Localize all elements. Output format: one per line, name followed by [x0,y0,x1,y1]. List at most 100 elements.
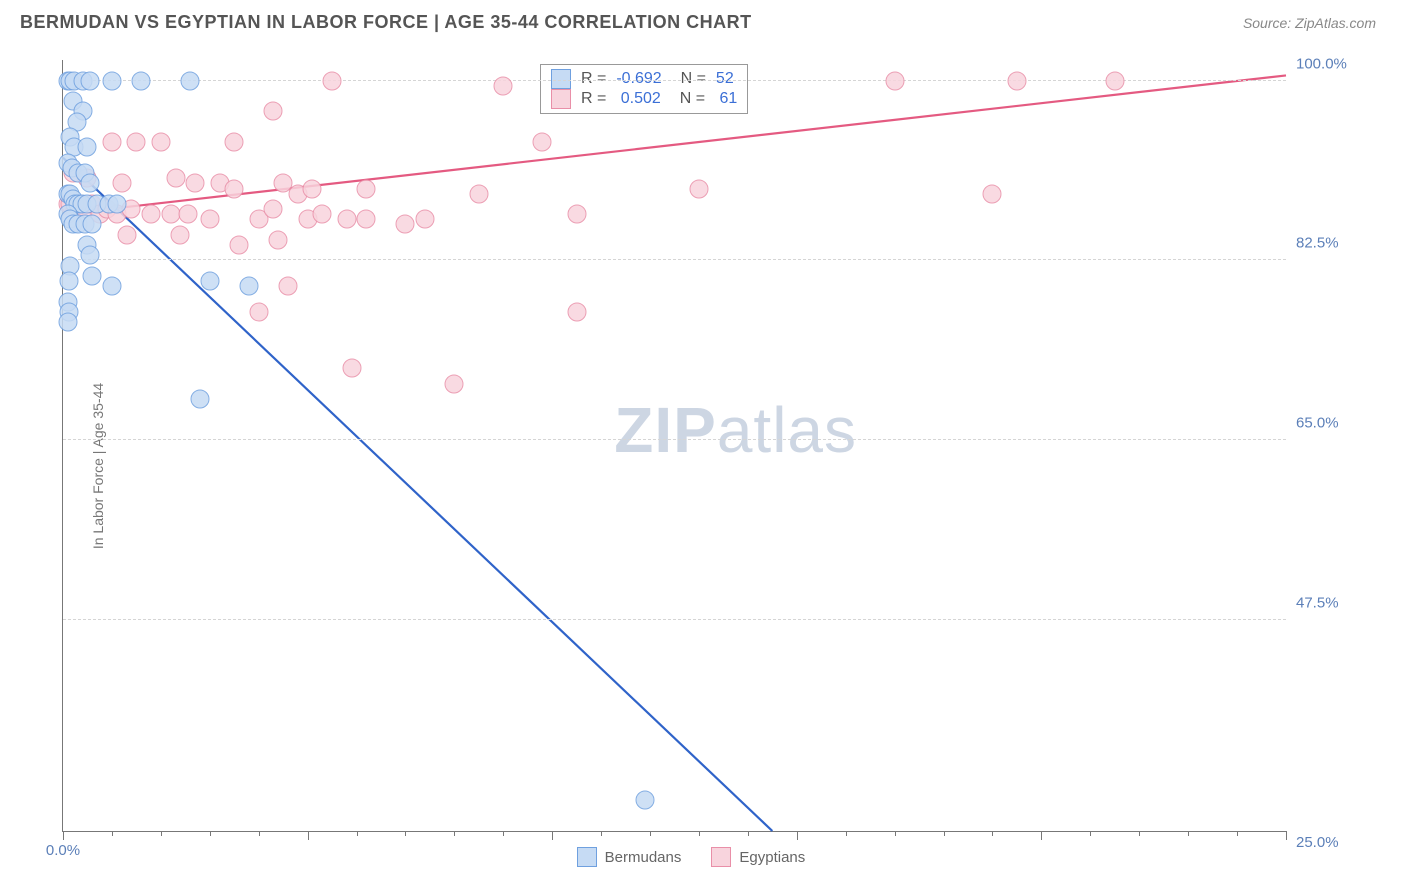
y-tick-label: 47.5% [1296,595,1366,612]
r-value-b: 0.502 [616,90,661,108]
y-tick-label: 65.0% [1296,415,1366,432]
x-tick [650,831,651,836]
watermark: ZIPatlas [614,393,857,467]
n-label: N = [671,90,705,108]
data-point-egyptians [171,225,190,244]
data-point-egyptians [279,277,298,296]
data-point-egyptians [533,133,552,152]
data-point-egyptians [1007,71,1026,90]
correlation-row-b: R = 0.502 N = 61 [551,89,737,109]
x-tick [454,831,455,836]
data-point-egyptians [249,302,268,321]
x-tick [112,831,113,836]
data-point-egyptians [337,210,356,229]
data-point-bermudans [190,390,209,409]
x-tick [1286,831,1287,840]
x-tick [846,831,847,836]
x-tick [992,831,993,836]
gridline-h [63,619,1286,620]
data-point-egyptians [151,133,170,152]
data-point-bermudans [58,313,77,332]
gridline-h [63,259,1286,260]
x-tick [161,831,162,836]
gridline-h [63,439,1286,440]
data-point-bermudans [102,277,121,296]
data-point-egyptians [112,174,131,193]
data-point-egyptians [1105,71,1124,90]
legend-label-egyptians: Egyptians [739,849,805,866]
x-tick [895,831,896,836]
x-tick [210,831,211,836]
data-point-bermudans [102,71,121,90]
data-point-bermudans [200,272,219,291]
data-point-egyptians [983,184,1002,203]
data-point-bermudans [80,246,99,265]
data-point-egyptians [357,210,376,229]
data-point-bermudans [636,791,655,810]
x-tick [1041,831,1042,840]
x-tick [308,831,309,840]
data-point-egyptians [178,205,197,224]
x-tick [552,831,553,840]
x-tick-label: 0.0% [46,842,80,859]
plot-area: ZIPatlas R = -0.692 N = 52 R = 0.502 N =… [62,60,1286,832]
data-point-egyptians [416,210,435,229]
data-point-egyptians [166,169,185,188]
data-point-egyptians [200,210,219,229]
data-point-bermudans [181,71,200,90]
y-tick-label: 82.5% [1296,235,1366,252]
data-point-egyptians [885,71,904,90]
data-point-egyptians [469,184,488,203]
n-value-b: 61 [715,90,737,108]
y-tick-label: 100.0% [1296,55,1366,72]
x-tick [259,831,260,836]
data-point-egyptians [102,133,121,152]
legend-item-egyptians: Egyptians [711,847,805,867]
x-tick [748,831,749,836]
data-point-egyptians [357,179,376,198]
x-tick [357,831,358,836]
correlation-legend: R = -0.692 N = 52 R = 0.502 N = 61 [540,64,748,114]
data-point-egyptians [142,205,161,224]
x-tick [1237,831,1238,836]
data-point-bermudans [83,215,102,234]
swatch-bermudans-icon [577,847,597,867]
data-point-bermudans [59,272,78,291]
data-point-bermudans [80,174,99,193]
x-tick [1090,831,1091,836]
data-point-egyptians [494,76,513,95]
data-point-egyptians [117,225,136,244]
data-point-egyptians [567,205,586,224]
x-tick [797,831,798,840]
data-point-egyptians [313,205,332,224]
data-point-bermudans [80,71,99,90]
watermark-bold: ZIP [614,394,717,466]
chart-container: BERMUDAN VS EGYPTIAN IN LABOR FORCE | AG… [0,0,1406,892]
data-point-bermudans [239,277,258,296]
data-point-bermudans [107,194,126,213]
data-point-bermudans [132,71,151,90]
data-point-egyptians [264,102,283,121]
swatch-egyptians-icon [711,847,731,867]
x-tick [503,831,504,836]
x-tick [63,831,64,840]
watermark-light: atlas [717,394,857,466]
data-point-bermudans [78,138,97,157]
trend-lines-layer [63,60,1286,831]
chart-area: In Labor Force | Age 35-44 ZIPatlas R = … [20,50,1386,882]
data-point-egyptians [225,179,244,198]
x-tick [1188,831,1189,836]
series-legend: Bermudans Egyptians [577,847,806,867]
r-label: R = [581,90,606,108]
y-tick-label: 25.0% [1296,834,1366,851]
data-point-bermudans [83,266,102,285]
data-point-egyptians [567,302,586,321]
x-tick [405,831,406,836]
data-point-egyptians [303,179,322,198]
data-point-egyptians [396,215,415,234]
x-tick [944,831,945,836]
data-point-egyptians [230,236,249,255]
chart-title: BERMUDAN VS EGYPTIAN IN LABOR FORCE | AG… [20,12,752,33]
data-point-egyptians [445,374,464,393]
data-point-egyptians [264,200,283,219]
